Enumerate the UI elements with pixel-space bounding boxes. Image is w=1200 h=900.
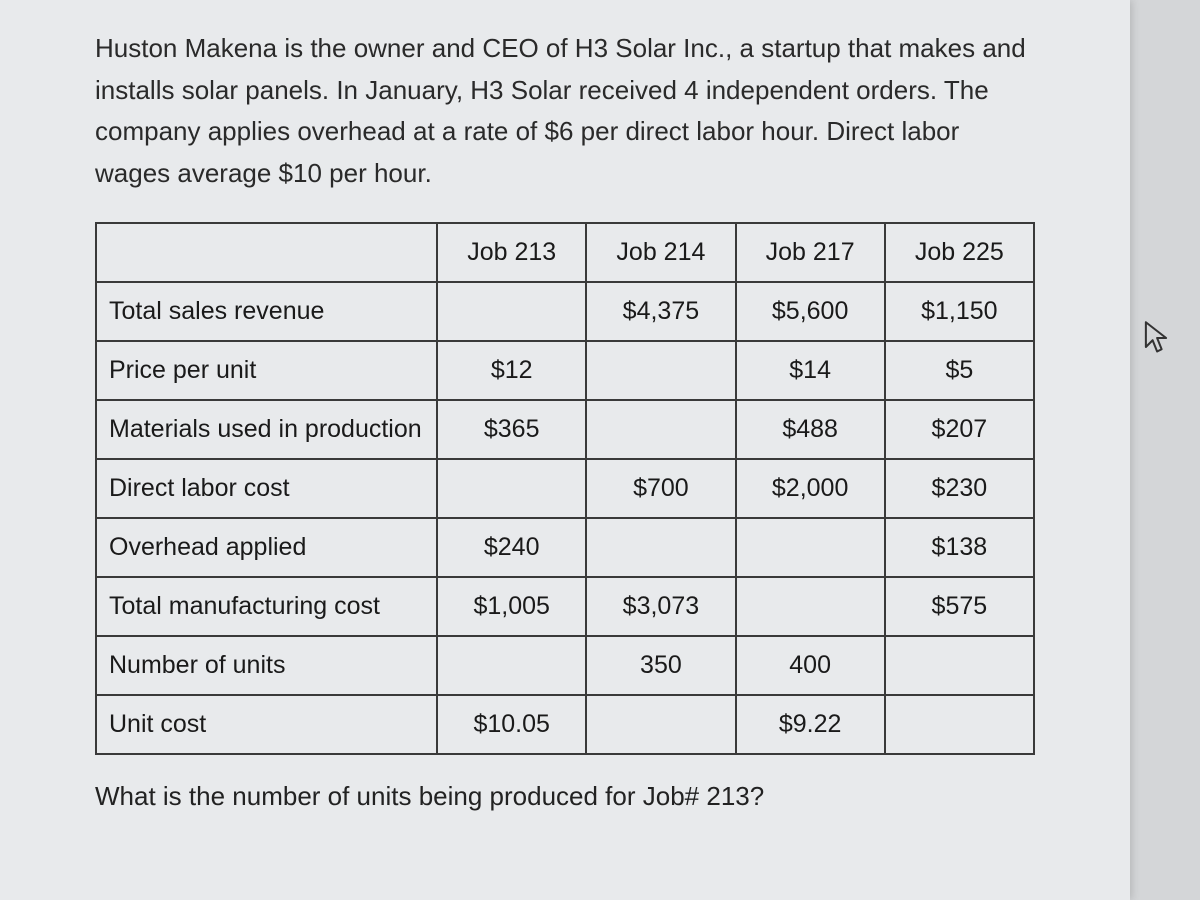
- cell: $1,005: [437, 577, 586, 636]
- cell: [586, 518, 735, 577]
- table-row: Unit cost $10.05 $9.22: [96, 695, 1034, 754]
- cell: $207: [885, 400, 1034, 459]
- row-label: Price per unit: [96, 341, 437, 400]
- row-label: Direct labor cost: [96, 459, 437, 518]
- cell: $365: [437, 400, 586, 459]
- header-blank: [96, 223, 437, 282]
- table-row: Total manufacturing cost $1,005 $3,073 $…: [96, 577, 1034, 636]
- table-row: Total sales revenue $4,375 $5,600 $1,150: [96, 282, 1034, 341]
- cell: $5,600: [736, 282, 885, 341]
- row-label: Total manufacturing cost: [96, 577, 437, 636]
- row-label: Unit cost: [96, 695, 437, 754]
- cell: [885, 695, 1034, 754]
- table-row: Price per unit $12 $14 $5: [96, 341, 1034, 400]
- cell: [437, 459, 586, 518]
- header-job-214: Job 214: [586, 223, 735, 282]
- row-label: Number of units: [96, 636, 437, 695]
- header-job-213: Job 213: [437, 223, 586, 282]
- cell: $3,073: [586, 577, 735, 636]
- cell: $240: [437, 518, 586, 577]
- cell: [437, 282, 586, 341]
- header-job-217: Job 217: [736, 223, 885, 282]
- cell: [885, 636, 1034, 695]
- cell: $488: [736, 400, 885, 459]
- table-row: Materials used in production $365 $488 $…: [96, 400, 1034, 459]
- cell: [586, 695, 735, 754]
- row-label: Overhead applied: [96, 518, 437, 577]
- row-label: Total sales revenue: [96, 282, 437, 341]
- cell: $1,150: [885, 282, 1034, 341]
- table-row: Overhead applied $240 $138: [96, 518, 1034, 577]
- cell: [586, 400, 735, 459]
- cell: 400: [736, 636, 885, 695]
- cell: [437, 636, 586, 695]
- row-label: Materials used in production: [96, 400, 437, 459]
- cell: $10.05: [437, 695, 586, 754]
- table-row: Direct labor cost $700 $2,000 $230: [96, 459, 1034, 518]
- page-container: Huston Makena is the owner and CEO of H3…: [0, 0, 1130, 900]
- intro-paragraph: Huston Makena is the owner and CEO of H3…: [95, 28, 1035, 194]
- cell: 350: [586, 636, 735, 695]
- cell: [736, 577, 885, 636]
- cursor-icon: [1142, 320, 1170, 356]
- job-cost-table: Job 213 Job 214 Job 217 Job 225 Total sa…: [95, 222, 1035, 755]
- cell: $230: [885, 459, 1034, 518]
- cell: $138: [885, 518, 1034, 577]
- cell: $575: [885, 577, 1034, 636]
- cell: $14: [736, 341, 885, 400]
- cell: [586, 341, 735, 400]
- table-header-row: Job 213 Job 214 Job 217 Job 225: [96, 223, 1034, 282]
- header-job-225: Job 225: [885, 223, 1034, 282]
- question-text: What is the number of units being produc…: [95, 781, 1035, 812]
- cell: $2,000: [736, 459, 885, 518]
- cell: $12: [437, 341, 586, 400]
- cell: $9.22: [736, 695, 885, 754]
- cell: $5: [885, 341, 1034, 400]
- cell: $4,375: [586, 282, 735, 341]
- cell: [736, 518, 885, 577]
- cell: $700: [586, 459, 735, 518]
- table-row: Number of units 350 400: [96, 636, 1034, 695]
